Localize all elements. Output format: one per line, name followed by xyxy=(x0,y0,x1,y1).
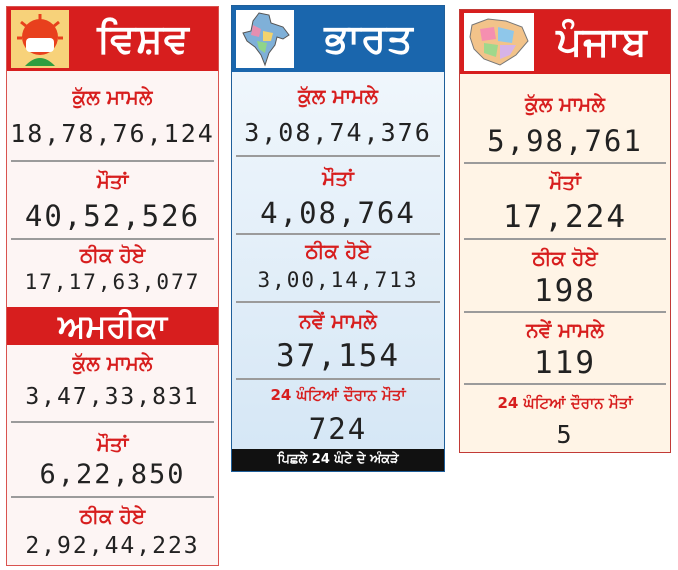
world-panel: ਵਿਸ਼ਵ ਕੁੱਲ ਮਾਮਲੇ 18,78,76,124 ਮੌਤਾਂ 40,5… xyxy=(6,6,219,566)
world-recovered-value: 17,17,63,077 xyxy=(24,270,201,294)
india-total-value: 3,08,74,376 xyxy=(244,118,432,147)
india-deaths24-label: 24 ਘੰਟਿਆਂ ਦੌਰਾਨ ਮੌਤਾਂ xyxy=(270,386,406,404)
divider xyxy=(464,383,666,385)
world-header: ਵਿਸ਼ਵ xyxy=(7,7,218,71)
world-deaths-value: 40,52,526 xyxy=(24,199,201,233)
usa-header: ਅਮਰੀਕਾ xyxy=(7,307,218,345)
divider xyxy=(11,496,214,498)
punjab-map-icon xyxy=(464,13,534,71)
usa-total-value: 3,47,33,831 xyxy=(25,384,200,410)
world-total-value: 18,78,76,124 xyxy=(10,119,215,148)
india-footer-note: ਪਿਛਲੇ 24 ਘੰਟੇ ਦੇ ਅੰਕੜੇ xyxy=(232,449,444,471)
divider xyxy=(464,238,666,240)
punjab-panel: ਪੰਜਾਬ ਕੁੱਲ ਮਾਮਲੇ 5,98,761 ਮੌਤਾਂ 17,224 ਠ… xyxy=(459,9,671,453)
punjab-title: ਪੰਜਾਬ xyxy=(556,19,648,65)
usa-recovered-value: 2,92,44,223 xyxy=(25,533,200,559)
divider xyxy=(11,238,214,240)
india-deaths-label: ਮੌਤਾਂ xyxy=(322,166,354,190)
divider xyxy=(236,233,440,235)
punjab-new-label: ਨਵੇਂ ਮਾਮਲੇ xyxy=(526,318,604,342)
divider xyxy=(464,162,666,164)
india-panel: ਭਾਰਤ ਕੁੱਲ ਮਾਮਲੇ 3,08,74,376 ਮੌਤਾਂ 4,08,7… xyxy=(231,5,445,472)
punjab-total-value: 5,98,761 xyxy=(487,124,643,158)
usa-deaths-label: ਮੌਤਾਂ xyxy=(96,432,129,456)
punjab-deaths24-value: 5 xyxy=(556,420,574,449)
punjab-recovered-value: 198 xyxy=(534,273,596,309)
india-total-label: ਕੁੱਲ ਮਾਮਲੇ xyxy=(298,84,378,108)
world-recovered-label: ਠੀਕ ਹੋਏ xyxy=(79,243,146,267)
punjab-deaths-label: ਮੌਤਾਂ xyxy=(549,170,581,194)
divider xyxy=(464,311,666,313)
usa-deaths-value: 6,22,850 xyxy=(39,459,186,490)
india-deaths-value: 4,08,764 xyxy=(260,196,416,230)
punjab-deaths-value: 17,224 xyxy=(503,199,627,235)
world-title: ਵਿਸ਼ਵ xyxy=(97,16,190,62)
punjab-deaths24-label: 24 ਘੰਟਿਆਂ ਦੌਰਾਨ ਮੌਤਾਂ xyxy=(497,394,633,412)
divider xyxy=(11,421,214,423)
india-deaths24-value: 724 xyxy=(308,412,368,446)
india-recovered-label: ਠੀਕ ਹੋਏ xyxy=(305,239,371,263)
divider xyxy=(236,378,440,380)
world-total-label: ਕੁੱਲ ਮਾਮਲੇ xyxy=(72,85,153,109)
india-new-label: ਨਵੇਂ ਮਾਮਲੇ xyxy=(299,309,377,333)
usa-recovered-label: ਠੀਕ ਹੋਏ xyxy=(79,504,146,528)
punjab-new-value: 119 xyxy=(534,345,596,381)
india-map-icon xyxy=(236,10,294,68)
india-header: ਭਾਰਤ xyxy=(232,6,444,72)
world-deaths-label: ਮੌਤਾਂ xyxy=(96,169,129,193)
usa-total-label: ਕੁੱਲ ਮਾਮਲੇ xyxy=(72,351,153,375)
india-recovered-value: 3,00,14,713 xyxy=(257,268,419,292)
virus-mask-icon xyxy=(11,10,69,68)
divider xyxy=(236,301,440,303)
india-new-value: 37,154 xyxy=(276,338,400,374)
divider xyxy=(11,160,214,162)
punjab-recovered-label: ਠੀਕ ਹੋਏ xyxy=(532,246,598,270)
punjab-header: ਪੰਜਾਬ xyxy=(460,10,670,74)
punjab-total-label: ਕੁੱਲ ਮਾਮਲੇ xyxy=(525,92,605,116)
india-title: ਭਾਰਤ xyxy=(324,16,414,62)
divider xyxy=(236,155,440,157)
